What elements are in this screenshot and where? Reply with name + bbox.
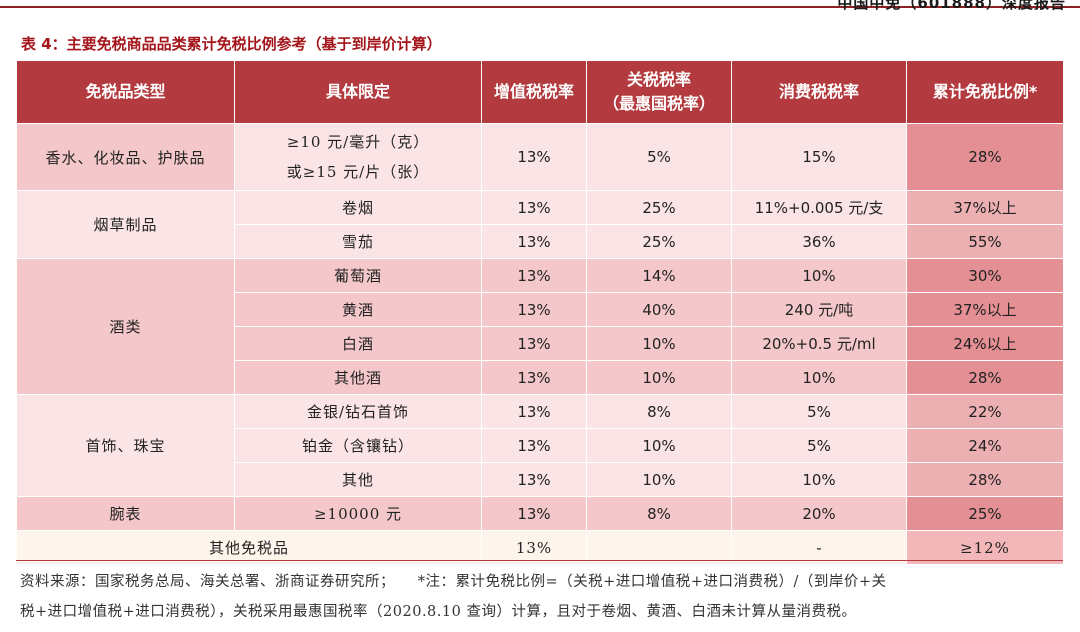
- limit-cell: 白酒: [234, 326, 482, 361]
- cumulative-cell: 55%: [906, 224, 1064, 259]
- vat-cell: 13%: [481, 292, 587, 327]
- table-caption: 表 4：主要免税商品品类累计免税比例参考（基于到岸价计算）: [21, 35, 442, 53]
- limit-cell: 雪茄: [234, 224, 482, 259]
- category-cell: 酒类: [16, 258, 235, 395]
- consumption-cell: 20%: [731, 496, 907, 531]
- other-label-cell: 其他免税品: [16, 530, 482, 565]
- vat-cell: 13%: [481, 123, 587, 191]
- table-row: 其他 13% 10% 10% 28%: [16, 462, 1064, 497]
- col-header-tariff-line2: （最惠国税率）: [602, 94, 715, 113]
- vat-cell: 13%: [481, 496, 587, 531]
- cumulative-cell: 30%: [906, 258, 1064, 293]
- table-row: 酒类 葡萄酒 13% 14% 10% 30%: [16, 258, 1064, 395]
- table-header-row: 免税品类型 具体限定 增值税税率 关税税率 （最惠国税率） 消费税税率 累计免税…: [16, 60, 1064, 124]
- cumulative-cell: 28%: [906, 462, 1064, 497]
- tariff-cell: [586, 530, 732, 565]
- vat-cell: 13%: [481, 462, 587, 497]
- consumption-cell: 20%+0.5 元/ml: [731, 326, 907, 361]
- consumption-cell: 11%+0.005 元/支: [731, 190, 907, 225]
- category-cell: 首饰、珠宝: [16, 394, 235, 497]
- vat-cell: 13%: [481, 326, 587, 361]
- vat-cell: 13%: [481, 258, 587, 293]
- vat-cell: 13%: [481, 428, 587, 463]
- table-bottom-rule: [16, 560, 1063, 561]
- cumulative-cell: 37%以上: [906, 292, 1064, 327]
- cumulative-cell: 28%: [906, 360, 1064, 395]
- table-row-other: 其他免税品 13% - ≥12%: [16, 530, 1064, 565]
- table-row: 首饰、珠宝 金银/钻石首饰 13% 8% 5% 22%: [16, 394, 1064, 497]
- cumulative-cell: 22%: [906, 394, 1064, 429]
- limit-cell: 其他酒: [234, 360, 482, 395]
- cumulative-cell: 37%以上: [906, 190, 1064, 225]
- limit-cell: ≥10 元/毫升（克） 或≥15 元/片（张）: [234, 123, 482, 191]
- cumulative-cell: 24%: [906, 428, 1064, 463]
- tariff-cell: 10%: [586, 326, 732, 361]
- limit-cell: 其他: [234, 462, 482, 497]
- cumulative-cell: ≥12%: [906, 530, 1064, 565]
- footnote-line2: 税+进口增值税+进口消费税），关税采用最惠国税率（2020.8.10 查询）计算…: [20, 604, 857, 620]
- col-header-category: 免税品类型: [16, 60, 235, 124]
- cumulative-cell: 24%以上: [906, 326, 1064, 361]
- col-header-vat: 增值税税率: [481, 60, 587, 124]
- limit-line1: ≥10 元/毫升（克）: [286, 133, 430, 151]
- consumption-cell: 5%: [731, 394, 907, 429]
- limit-cell: 铂金（含镶钻）: [234, 428, 482, 463]
- vat-cell: 13%: [481, 224, 587, 259]
- col-header-cumulative: 累计免税比例*: [906, 60, 1064, 124]
- tariff-cell: 8%: [586, 394, 732, 429]
- tariff-cell: 8%: [586, 496, 732, 531]
- consumption-cell: 15%: [731, 123, 907, 191]
- limit-cell: 葡萄酒: [234, 258, 482, 293]
- consumption-cell: -: [731, 530, 907, 565]
- report-header: 中国中免（601888）深度报告: [837, 0, 1066, 12]
- limit-cell: 卷烟: [234, 190, 482, 225]
- consumption-cell: 10%: [731, 462, 907, 497]
- tariff-cell: 40%: [586, 292, 732, 327]
- table-row: 烟草制品 卷烟 13% 25% 11%+0.005 元/支 37%以上: [16, 190, 1064, 259]
- limit-cell: ≥10000 元: [234, 496, 482, 531]
- limit-cell: 金银/钻石首饰: [234, 394, 482, 429]
- table-row: 腕表 ≥10000 元 13% 8% 20% 25%: [16, 496, 1064, 531]
- tariff-cell: 25%: [586, 190, 732, 225]
- tariff-cell: 25%: [586, 224, 732, 259]
- cumulative-cell: 25%: [906, 496, 1064, 531]
- category-cell: 香水、化妆品、护肤品: [16, 123, 235, 191]
- col-header-tariff-line1: 关税税率: [626, 70, 691, 89]
- col-header-consumption: 消费税税率: [731, 60, 907, 124]
- consumption-cell: 36%: [731, 224, 907, 259]
- col-header-tariff: 关税税率 （最惠国税率）: [586, 60, 732, 124]
- col-header-limit: 具体限定: [234, 60, 482, 124]
- cumulative-cell: 28%: [906, 123, 1064, 191]
- consumption-cell: 240 元/吨: [731, 292, 907, 327]
- consumption-cell: 5%: [731, 428, 907, 463]
- top-rule: [0, 6, 1080, 8]
- vat-cell: 13%: [481, 360, 587, 395]
- limit-line2: 或≥15 元/片（张）: [286, 163, 430, 181]
- consumption-cell: 10%: [731, 258, 907, 293]
- limit-cell: 黄酒: [234, 292, 482, 327]
- category-cell: 烟草制品: [16, 190, 235, 259]
- category-cell: 腕表: [16, 496, 235, 531]
- consumption-cell: 10%: [731, 360, 907, 395]
- tariff-cell: 10%: [586, 428, 732, 463]
- vat-cell: 13%: [481, 190, 587, 225]
- tariff-cell: 5%: [586, 123, 732, 191]
- tariff-cell: 14%: [586, 258, 732, 293]
- vat-cell: 13%: [481, 394, 587, 429]
- source-footnote: 资料来源：国家税务总局、海关总署、浙商证券研究所； *注：累计免税比例=（关税+…: [20, 567, 1068, 627]
- tariff-cell: 10%: [586, 462, 732, 497]
- footnote-line1: 资料来源：国家税务总局、海关总署、浙商证券研究所； *注：累计免税比例=（关税+…: [20, 574, 887, 590]
- tax-ratio-table: 免税品类型 具体限定 增值税税率 关税税率 （最惠国税率） 消费税税率 累计免税…: [16, 60, 1064, 565]
- tariff-cell: 10%: [586, 360, 732, 395]
- table-row: 香水、化妆品、护肤品 ≥10 元/毫升（克） 或≥15 元/片（张） 13% 5…: [16, 123, 1064, 191]
